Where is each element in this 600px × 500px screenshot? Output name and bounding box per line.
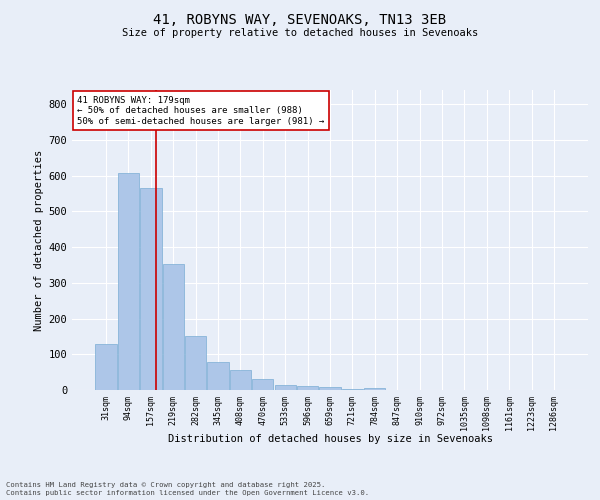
Bar — [275, 384, 296, 390]
Bar — [342, 388, 363, 390]
Bar — [118, 173, 139, 390]
Bar — [230, 370, 251, 390]
Bar — [208, 362, 229, 390]
Bar — [163, 264, 184, 390]
Bar — [319, 387, 341, 390]
Text: Contains HM Land Registry data © Crown copyright and database right 2025.: Contains HM Land Registry data © Crown c… — [6, 482, 325, 488]
Text: Size of property relative to detached houses in Sevenoaks: Size of property relative to detached ho… — [122, 28, 478, 38]
Text: 41 ROBYNS WAY: 179sqm
← 50% of detached houses are smaller (988)
50% of semi-det: 41 ROBYNS WAY: 179sqm ← 50% of detached … — [77, 96, 325, 126]
Text: 41, ROBYNS WAY, SEVENOAKS, TN13 3EB: 41, ROBYNS WAY, SEVENOAKS, TN13 3EB — [154, 12, 446, 26]
Y-axis label: Number of detached properties: Number of detached properties — [34, 150, 44, 330]
Bar — [252, 378, 274, 390]
Bar — [185, 336, 206, 390]
Text: Contains public sector information licensed under the Open Government Licence v3: Contains public sector information licen… — [6, 490, 369, 496]
Bar — [364, 388, 385, 390]
X-axis label: Distribution of detached houses by size in Sevenoaks: Distribution of detached houses by size … — [167, 434, 493, 444]
Bar — [297, 386, 318, 390]
Bar — [140, 188, 161, 390]
Bar — [95, 344, 117, 390]
